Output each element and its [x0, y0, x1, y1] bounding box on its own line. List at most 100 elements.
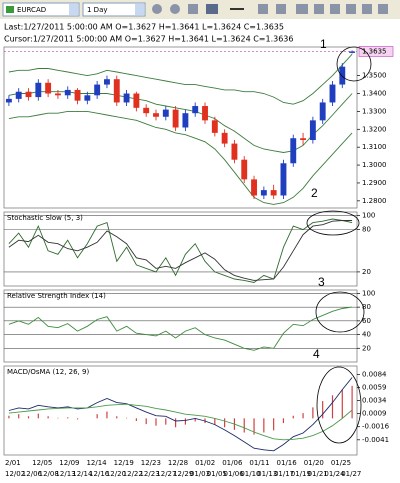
y-tick-label: -0.0016: [362, 423, 390, 431]
save-button[interactable]: [314, 4, 324, 14]
x-tick-label: 01/06: [224, 470, 245, 478]
x-tick-label: 01/21: [308, 470, 328, 478]
candle-body: [45, 82, 52, 94]
panel: [3, 365, 358, 456]
x-tick-label: 12/16: [89, 470, 110, 478]
symbol-dropdown[interactable]: EURCAD: [2, 2, 80, 17]
candle-body: [5, 98, 12, 103]
candle-body: [94, 84, 101, 96]
x-tick-label: 2/01: [5, 459, 21, 467]
properties-button[interactable]: [296, 4, 308, 14]
x-tick-label: 12/23: [141, 459, 161, 467]
last-price-label: 1.3635: [362, 47, 387, 55]
annotation: 1: [320, 37, 327, 51]
y-tick-label: 0.0009: [362, 410, 387, 418]
ellipse: [316, 366, 362, 444]
line-button[interactable]: [276, 4, 286, 14]
indicator-line: [8, 377, 353, 452]
candle-body: [162, 109, 169, 117]
period-box[interactable]: [82, 2, 146, 17]
indicator-line: [8, 218, 353, 283]
period-dropdown[interactable]: 1 Day: [82, 2, 146, 17]
candle-body: [241, 159, 248, 180]
chart-type-button[interactable]: [206, 4, 218, 14]
indicator-line: [8, 220, 353, 281]
x-tick-label: 12/29: [173, 470, 193, 478]
panel-title: Stochastic Slow (5, 3): [7, 214, 83, 222]
candle-body: [182, 113, 189, 128]
candle-body: [300, 138, 307, 141]
x-tick-label: 12/09: [59, 459, 79, 467]
export-button[interactable]: [362, 4, 372, 14]
candle-body: [104, 79, 110, 85]
zoom-out-button[interactable]: [170, 4, 180, 14]
indicator-line: [8, 306, 353, 351]
candle-body: [192, 106, 199, 114]
ellipse: [306, 210, 360, 236]
plots: 1.3500 1.3400 1.3300 1.3200 1.3100 1.3000 1.29…: [3, 46, 394, 478]
x-tick-label: 01/06: [222, 459, 243, 467]
candle-body: [74, 89, 81, 101]
candle-body: [35, 82, 42, 98]
dropdown-arrow[interactable]: [69, 4, 78, 15]
x-tick-label: 12/14: [86, 459, 107, 467]
cursor-button[interactable]: [230, 8, 244, 10]
candle-body: [25, 91, 32, 98]
indicator-button[interactable]: [258, 4, 268, 14]
last-price-box: [358, 46, 394, 57]
candle-body: [153, 113, 159, 117]
print-button[interactable]: [330, 4, 340, 14]
panel: [3, 211, 358, 287]
x-tick-label: 01/10: [240, 470, 260, 478]
x-tick-label: 12/05: [32, 459, 52, 467]
y-tick-label: 0.0084: [362, 370, 387, 378]
y-tick-label: 60: [362, 317, 371, 325]
candle-body: [221, 132, 228, 144]
cursor-info: Cursor:1/27/2011 5:00:00 AM O=1.3627 H=1…: [4, 35, 293, 44]
candle-body: [113, 79, 120, 103]
y-tick-label: 1.3000: [362, 161, 387, 169]
y-tick-label: 1.2900: [362, 179, 387, 187]
candle-body: [319, 102, 326, 121]
x-tick-label: 12/20: [106, 470, 126, 478]
x-tick-label: 12/27: [156, 470, 176, 478]
y-tick-label: 1.3500: [362, 72, 387, 80]
candle-body: [133, 93, 140, 108]
crosshair-button[interactable]: [188, 4, 198, 14]
dropdown-arrow[interactable]: [135, 4, 144, 15]
panel: [3, 46, 358, 209]
candle-body: [123, 93, 130, 103]
panel-title: MACD/OsMA (12, 26, 9): [7, 368, 89, 376]
candle-body: [329, 84, 336, 103]
candle-body: [84, 95, 91, 101]
y-tick-label: 80: [362, 303, 371, 311]
y-tick-label: 0.0059: [362, 383, 387, 391]
x-tick-label: 12/23: [139, 470, 159, 478]
candle-body: [270, 190, 277, 196]
help-button[interactable]: [378, 4, 388, 14]
x-tick-label: 12/14: [72, 470, 93, 478]
period-text: 1 Day: [87, 6, 108, 14]
candle-body: [280, 163, 287, 196]
y-tick-label: 100: [362, 289, 375, 297]
annotation: 2: [311, 186, 318, 200]
last-info: Last:1/27/2011 5:00:00 AM O=1.3627 H=1.3…: [4, 23, 284, 32]
symbol-box[interactable]: [2, 2, 80, 17]
y-tick-label: 40: [362, 331, 371, 339]
x-tick-label: 12/02: [5, 470, 25, 478]
x-tick-label: 12/19: [114, 459, 134, 467]
copy-button[interactable]: [346, 4, 356, 14]
zoom-in-button[interactable]: [152, 4, 162, 14]
x-tick-label: 01/11: [249, 459, 269, 467]
x-tick-label: 12/13: [55, 470, 75, 478]
x-tick-label: 12/08: [39, 470, 59, 478]
symbol-text: EURCAD: [17, 6, 46, 14]
candle-body: [290, 138, 297, 164]
x-tick-label: 01/27: [341, 470, 361, 478]
x-tick-label: 01/16: [277, 459, 298, 467]
y-tick-label: 20: [362, 268, 371, 276]
x-tick-label: 01/17: [274, 470, 294, 478]
x-tick-label: 12/22: [123, 470, 143, 478]
candle-body: [251, 179, 257, 196]
